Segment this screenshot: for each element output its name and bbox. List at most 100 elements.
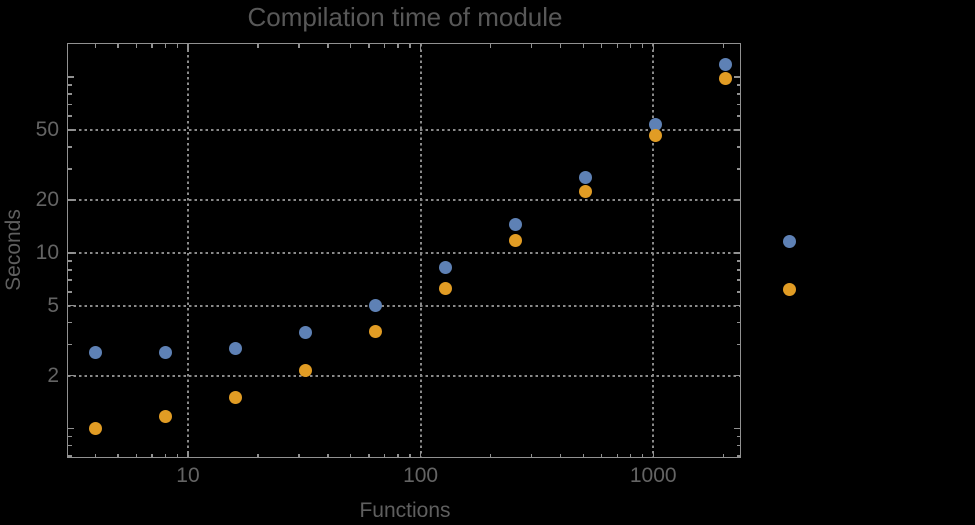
x-tick-80 — [397, 453, 399, 457]
legend-marker-series2 — [782, 282, 796, 296]
data-point-series1-x8 — [158, 346, 172, 360]
y-tick-right-10 — [734, 252, 740, 254]
y-tick-10 — [68, 252, 74, 254]
data-point-series2-x512 — [579, 185, 593, 199]
x-tick-70 — [383, 453, 386, 457]
y-tick-80 — [68, 93, 72, 95]
x-tick-top-300 — [530, 44, 533, 48]
y-tick-right-5 — [734, 305, 740, 307]
x-tick-500 — [582, 453, 584, 457]
gridline-x-100 — [419, 44, 422, 457]
y-tick-20 — [68, 199, 74, 201]
gridline-y-2 — [68, 374, 740, 377]
y-tick-0.7000000000000001 — [68, 455, 72, 457]
y-tick-right-8 — [736, 269, 740, 271]
x-tick-2000 — [722, 453, 724, 457]
data-point-series2-x8 — [158, 410, 172, 424]
x-tick-top-10 — [187, 44, 189, 50]
x-tick-30 — [298, 453, 300, 457]
y-tick-30 — [68, 168, 72, 170]
x-tick-7 — [151, 453, 153, 457]
y-tick-right-1 — [734, 427, 740, 430]
x-tick-label-10: 10 — [176, 464, 200, 487]
y-tick-2 — [68, 375, 74, 377]
data-point-series1-x16 — [228, 342, 242, 356]
x-tick-top-1000 — [652, 44, 654, 50]
x-tick-top-60 — [368, 44, 370, 48]
data-point-series2-x4 — [88, 422, 102, 436]
gridline-y-10 — [68, 251, 740, 254]
x-tick-label-1000: 1000 — [629, 464, 677, 487]
x-tick-top-7 — [151, 44, 153, 48]
data-point-series1-x128 — [439, 260, 453, 274]
x-tick-4 — [94, 453, 97, 457]
x-tick-200 — [489, 453, 492, 457]
x-tick-6 — [135, 453, 138, 457]
y-tick-right-50 — [734, 129, 740, 131]
x-tick-40 — [327, 453, 329, 457]
x-tick-top-40 — [327, 44, 329, 48]
y-tick-40 — [68, 146, 72, 148]
x-tick-50 — [349, 453, 352, 457]
x-tick-top-8 — [164, 44, 167, 48]
x-tick-top-20 — [257, 44, 259, 48]
y-tick-right-20 — [734, 199, 740, 201]
x-tick-top-90 — [409, 44, 411, 48]
x-tick-100 — [419, 451, 422, 457]
x-tick-800 — [630, 453, 632, 457]
x-tick-top-800 — [630, 44, 632, 48]
x-tick-20 — [257, 453, 259, 457]
x-tick-top-70 — [383, 44, 386, 48]
y-tick-label-50: 50 — [35, 117, 59, 141]
y-tick-right-40 — [736, 146, 740, 148]
data-point-series1-x32 — [298, 326, 312, 340]
y-tick-1 — [68, 427, 74, 430]
x-tick-top-500 — [582, 44, 584, 48]
data-point-series1-x4 — [88, 346, 102, 360]
plot-frame — [67, 43, 741, 458]
x-tick-top-2000 — [722, 44, 724, 48]
x-tick-top-100 — [419, 44, 422, 50]
y-tick-right-60 — [736, 115, 740, 117]
gridline-x-1000 — [652, 44, 655, 457]
y-tick-right-4 — [736, 322, 740, 324]
x-tick-5 — [117, 453, 119, 457]
x-tick-top-5 — [117, 44, 119, 48]
x-tick-700 — [616, 453, 618, 457]
x-tick-600 — [600, 453, 603, 457]
y-tick-right-7 — [736, 279, 740, 281]
y-tick-right-80 — [736, 93, 740, 95]
y-tick-3 — [68, 344, 72, 346]
y-tick-label-5: 5 — [47, 293, 59, 317]
gridline-x-10 — [186, 44, 189, 457]
x-tick-300 — [530, 453, 533, 457]
x-tick-top-900 — [641, 44, 644, 48]
y-tick-9 — [68, 260, 72, 262]
x-tick-8 — [164, 453, 167, 457]
x-tick-top-4 — [94, 44, 97, 48]
x-tick-60 — [368, 453, 370, 457]
y-tick-8 — [68, 269, 72, 271]
x-tick-top-9 — [176, 44, 179, 48]
x-tick-400 — [559, 453, 562, 457]
legend-marker-series1 — [782, 234, 796, 248]
x-tick-10 — [187, 451, 189, 457]
x-tick-top-200 — [489, 44, 492, 48]
y-tick-right-9 — [736, 260, 740, 262]
y-tick-right-2 — [734, 375, 740, 377]
y-tick-right-3 — [736, 344, 740, 346]
data-point-series1-x512 — [579, 171, 593, 185]
data-point-series1-x2048 — [719, 57, 733, 71]
x-tick-9 — [176, 453, 179, 457]
x-tick-top-80 — [397, 44, 399, 48]
x-tick-top-600 — [600, 44, 603, 48]
x-tick-1000 — [652, 451, 654, 457]
gridline-y-20 — [68, 198, 740, 201]
y-tick-right-90 — [736, 84, 740, 86]
x-tick-900 — [641, 453, 644, 457]
y-tick-100 — [68, 76, 74, 78]
y-tick-right-0.7000000000000001 — [736, 455, 740, 457]
y-tick-0.9 — [68, 436, 72, 438]
data-point-series2-x1024 — [649, 128, 663, 142]
